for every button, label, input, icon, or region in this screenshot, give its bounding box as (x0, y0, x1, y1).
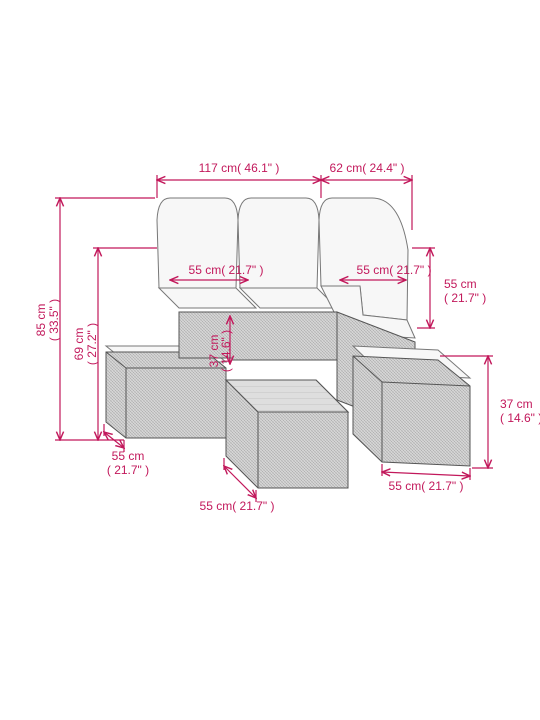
dim-label: ( 27.2" ) (85, 323, 99, 365)
dim-label: 85 cm (34, 304, 48, 337)
drawing: 117 cm( 46.1" ) 62 cm( 24.4" ) 85 cm ( 3… (34, 161, 540, 513)
dim-ottoman-right-55 (382, 472, 470, 476)
furniture-dimension-diagram: 117 cm( 46.1" ) 62 cm( 24.4" ) 85 cm ( 3… (0, 0, 540, 720)
dim-label: ( 33.5" ) (47, 299, 61, 341)
dim-label: ( 21.7" ) (444, 291, 486, 305)
dim-label: ( 14.6" ) (219, 330, 233, 372)
dim-label: ( 14.6" ) (500, 411, 540, 425)
dim-label: 117 cm( 46.1" ) (199, 161, 280, 175)
dim-label: 55 cm( 21.7" ) (357, 263, 432, 277)
dim-label: 55 cm( 21.7" ) (200, 499, 275, 513)
dim-label: 62 cm( 24.4" ) (330, 161, 405, 175)
dim-label: 69 cm (72, 328, 86, 361)
coffee-table (226, 380, 348, 488)
dim-label: 55 cm (444, 277, 477, 291)
dim-label: 55 cm( 21.7" ) (189, 263, 264, 277)
dim-label: 55 cm( 21.7" ) (389, 479, 464, 493)
dim-label: 55 cm (112, 449, 145, 463)
ottoman-right (353, 346, 470, 466)
dim-label: ( 21.7" ) (107, 463, 149, 477)
dim-label: 37 cm (500, 397, 533, 411)
